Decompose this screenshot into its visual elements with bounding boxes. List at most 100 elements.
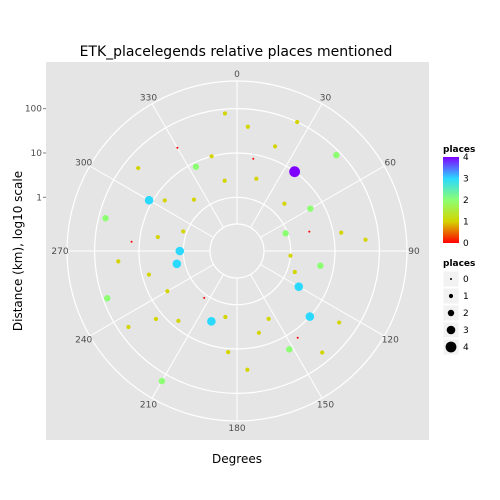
data-point [307,205,314,212]
data-point [337,320,342,325]
data-point [192,163,200,170]
data-point [226,350,231,355]
data-point [256,330,262,335]
angle-tick-label: 240 [75,336,92,346]
data-point [209,154,214,159]
data-point [144,195,154,205]
radial-grid-circle [209,223,265,279]
data-point [126,324,131,330]
angle-tick-label: 300 [75,159,92,169]
data-point [165,289,170,294]
chart-title: ETK_placelegends relative places mention… [80,44,393,60]
x-axis-label: Degrees [212,452,262,466]
data-point [308,230,311,233]
data-point [305,312,315,321]
data-point [282,201,287,206]
color-legend-label: 2 [463,196,469,206]
angle-tick-label: 210 [140,400,157,410]
angle-tick-label: 180 [228,424,245,434]
data-point [162,198,167,203]
color-legend-labels: 4 3 2 1 0 [463,153,469,249]
data-point [296,336,299,339]
data-point [245,124,250,129]
data-point [104,295,111,302]
data-point [175,246,185,256]
size-legend-title: places [443,259,475,269]
angle-tick-label: 0 [234,70,240,80]
color-legend-label: 4 [463,153,469,163]
data-point [181,229,186,234]
angle-tick-label: 150 [317,400,334,410]
data-point [155,234,160,240]
data-point [153,316,159,322]
data-point [292,269,297,275]
angle-tick-label: 120 [382,336,399,346]
angle-tick-label: 90 [408,247,420,257]
data-point [223,314,228,320]
size-legend: places 0 1 2 3 4 [442,259,475,356]
data-point [222,178,227,183]
data-point [116,259,121,264]
data-point [252,157,255,160]
size-legend-label: 2 [463,309,469,319]
data-point [130,240,133,243]
data-point [158,377,166,385]
data-point [203,296,206,299]
data-point [286,346,293,353]
size-legend-dot [448,293,454,299]
angle-tick-label: 330 [140,94,157,104]
data-point [254,176,259,181]
size-legend-label: 4 [463,343,469,353]
data-point [282,230,289,237]
data-point [317,262,324,269]
angle-tick-label: 30 [320,94,332,104]
data-point [191,197,197,202]
size-legend-dot [446,325,456,335]
data-point [207,317,216,326]
data-point [222,111,228,116]
angle-tick-label: 60 [385,159,397,169]
data-point [272,144,278,149]
radial-tick-labels: 1 10 100 [25,105,46,203]
data-point [102,215,109,222]
radial-tick-label: 1 [36,193,42,203]
color-legend: places 4 3 2 1 0 [443,145,475,249]
data-point [295,119,300,125]
polar-grid [66,80,408,422]
color-legend-label: 3 [463,175,469,185]
data-point [176,146,179,149]
radial-tick-label: 10 [31,149,43,159]
size-legend-label: 3 [463,326,469,336]
size-legend-label: 0 [463,275,469,285]
angle-tick-labels: 0 30 60 90 120 150 180 210 240 270 300 330 [51,70,420,434]
data-points [102,111,368,385]
data-point [172,259,182,269]
y-axis-label: Distance (km), log10 scale [11,171,25,331]
data-point [266,316,271,321]
color-legend-label: 1 [463,218,469,228]
data-point [245,367,250,372]
radial-tick-label: 100 [25,105,42,115]
data-point [294,282,304,291]
size-legend-items: 0 1 2 3 4 [442,270,469,356]
outer-grid-circle [66,80,408,422]
size-legend-dot [450,278,452,280]
data-point [176,318,181,323]
data-point [146,272,152,277]
size-legend-dot [445,341,457,353]
data-point [289,166,301,178]
data-point [333,151,340,159]
data-point [339,230,344,235]
data-point [136,165,141,171]
radial-grid-circle [94,108,380,394]
radial-grid-circle [138,152,336,350]
color-legend-bar [443,157,459,243]
data-point [288,253,293,258]
size-legend-label: 1 [463,292,469,302]
size-legend-dot [447,309,455,317]
color-legend-label: 0 [463,239,469,249]
angle-tick-label: 270 [51,247,68,257]
data-point [363,237,368,242]
data-point [320,350,325,355]
